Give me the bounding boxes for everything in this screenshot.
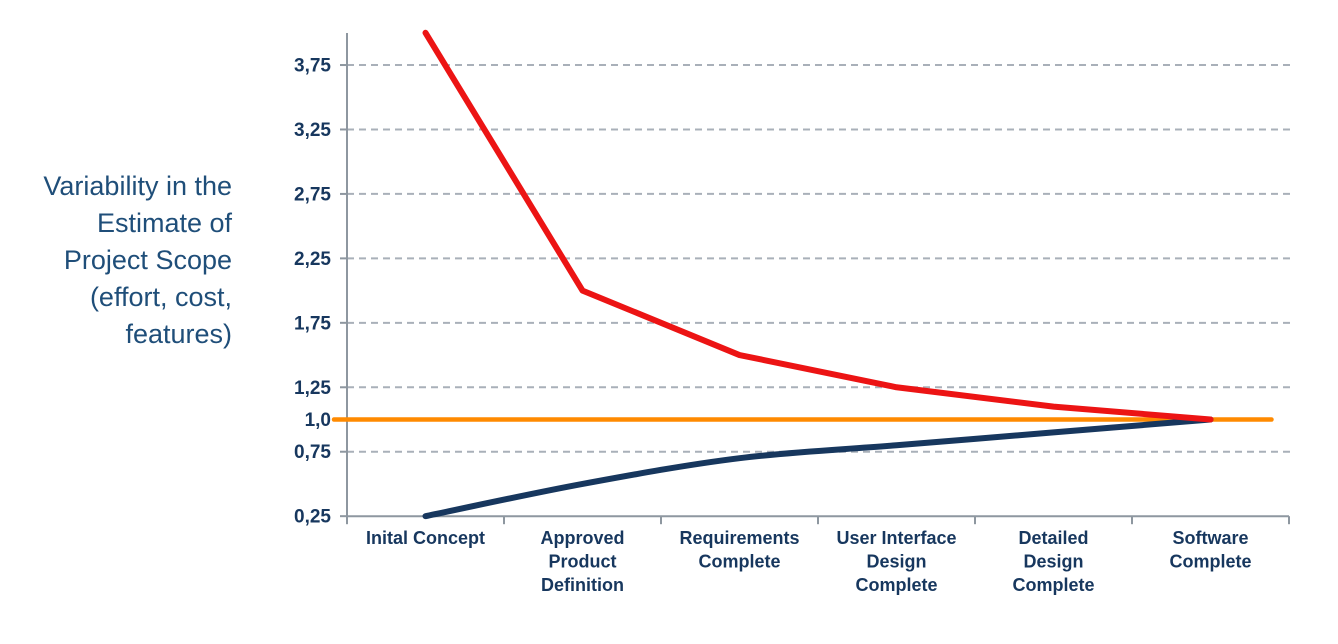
y-tick-label: 3,25 — [294, 120, 331, 141]
x-category-label: Software Complete — [1169, 528, 1251, 572]
y-tick-label: 0,25 — [294, 507, 331, 528]
x-category-label-line: Software — [1172, 528, 1248, 548]
y-tick-label: 3,75 — [294, 56, 331, 77]
x-category-label: Inital Concept — [366, 528, 485, 548]
x-category-label-line: Product — [548, 552, 616, 572]
y-tick-label: 0,75 — [294, 442, 331, 463]
x-category-label-line: Inital Concept — [366, 528, 485, 548]
x-category-label-line: Definition — [541, 575, 624, 595]
x-category-label: Approved Product Definition — [540, 528, 624, 595]
series-line-upper-estimate-bound — [422, 29, 1214, 423]
series-line-lower-estimate-bound — [422, 416, 1214, 520]
y-tick-label: 1,75 — [294, 313, 331, 334]
y-tick-label: 2,25 — [294, 249, 331, 270]
y-tick-label: 2,75 — [294, 184, 331, 205]
x-category-label-line: Design — [866, 552, 926, 572]
x-category-label: Detailed Design Complete — [1012, 528, 1094, 595]
x-category-label-line: Complete — [698, 552, 780, 572]
x-category-label: Requirements Complete — [679, 528, 799, 572]
x-category-label: User Interface Design Complete — [836, 528, 956, 595]
x-category-label-line: Approved — [540, 528, 624, 548]
x-category-label-line: User Interface — [836, 528, 956, 548]
x-category-label-line: Design — [1023, 552, 1083, 572]
y-tick-label: 1,0 — [305, 410, 331, 431]
y-axis-title: Variability in the Estimate of Project S… — [43, 171, 232, 349]
x-category-label-line: Requirements — [679, 528, 799, 548]
x-category-label-line: Detailed — [1018, 528, 1088, 548]
x-category-label-line: Complete — [1012, 575, 1094, 595]
y-tick-label: 1,25 — [294, 378, 331, 399]
x-category-label-line: Complete — [855, 575, 937, 595]
x-category-label-line: Complete — [1169, 552, 1251, 572]
